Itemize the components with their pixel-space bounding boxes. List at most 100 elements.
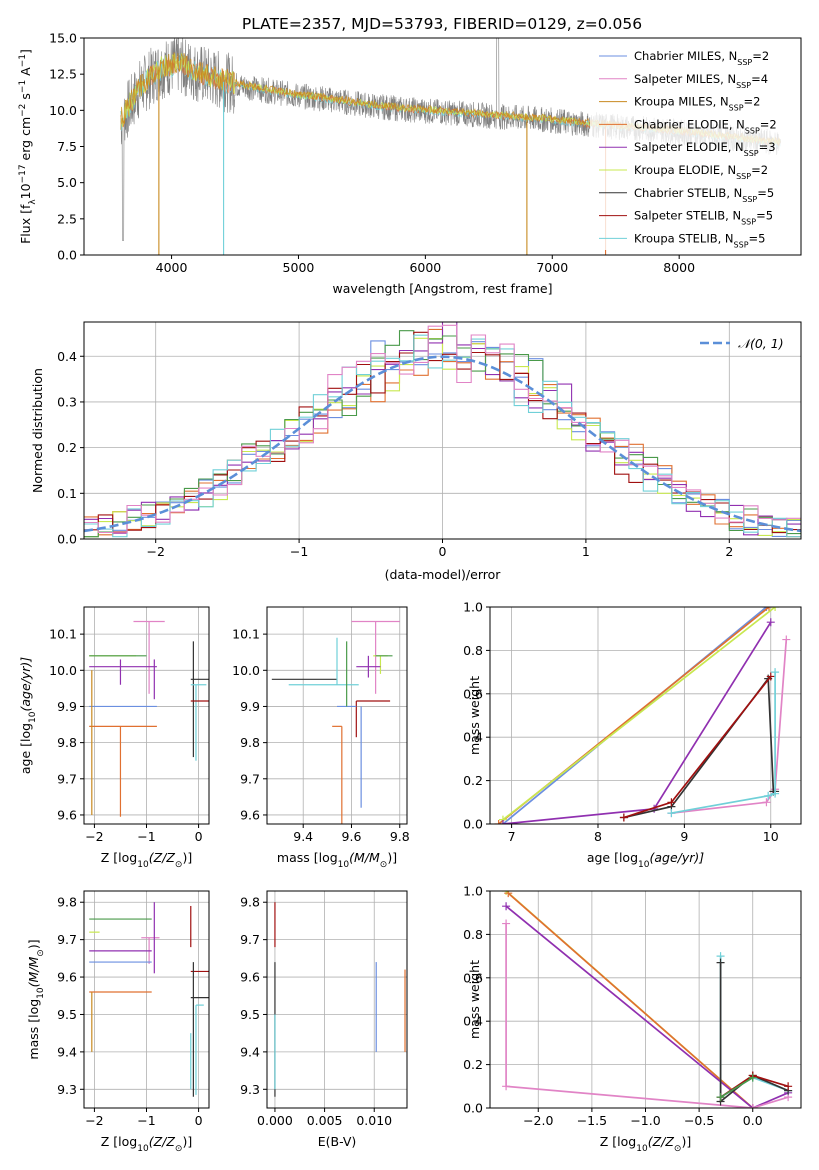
panels: 4000 5000 6000 7000 80000.02.55.07.510.012.5… [18,31,802,1154]
y-tick-label: 1.0 [463,600,483,615]
y-tick-label: 0.0 [463,817,483,832]
plot-area [274,902,406,1097]
x-tick-label: 9 [680,829,688,844]
y-tick-label: 0.2 [57,440,77,455]
y-tick-label: 0.8 [463,927,483,942]
y-axis-label-part: s [18,93,33,104]
x-axis-label-part: 10 [636,1144,648,1154]
x-axis-label-part: Z [log [101,1134,137,1149]
y-axis-label: Flux [fλ10−17 erg cm−2 s−1 A−1] [18,49,38,244]
panel-age_vs_mass: 9.4 9.6 9.8 9.6 9.7 9.8 9.9 10.0 10.1 mass [log10… [232,606,410,870]
x-axis-label: age [log10(age/yr)] [587,850,704,870]
weight-marker-salpeter_miles [502,1082,511,1091]
weight-marker-kroupa_elodie [771,607,780,611]
x-tick-label: 6000 [409,260,441,275]
y-axis-label-part: ] [18,49,33,54]
y-axis-label-part: −1 [18,80,28,93]
weight-line-salpeter_miles [671,639,788,814]
weight-marker-salpeter_elodie [502,902,511,911]
weight-line-salpeter_elodie [505,905,789,1108]
weight-marker-chabrier_elodie [504,891,513,898]
weight-line-salpeter_stelib [623,675,772,819]
legend-sub: SSP [736,172,751,181]
y-tick-label: 5.0 [57,175,77,190]
y-tick-label: 1.0 [463,884,483,899]
y-tick-label: 9.3 [240,1082,260,1097]
x-axis-label-part: 10 [137,1144,149,1154]
legend-tail: =5 [757,186,774,200]
plot-area [502,891,793,1108]
x-tick-label: −2 [146,544,164,559]
y-tick-label: 10.1 [232,627,260,642]
x-tick-label: 5000 [283,260,315,275]
y-tick-label: 12.5 [49,67,77,82]
y-axis-label-part: Flux [f [18,204,33,244]
legend-entry: Chabrier ELODIE, NSSP=2 [634,117,777,135]
y-tick-label: 15.0 [49,31,77,46]
legend-tail: =4 [751,72,768,86]
x-tick-label: 0.010 [356,1113,392,1128]
legend-entry: Chabrier MILES, NSSP=2 [634,49,769,67]
legend-tail: =2 [751,163,768,177]
x-axis-label-part: )] [182,1134,192,1149]
weight-line-green [720,1076,754,1098]
y-tick-label: 9.7 [57,932,77,947]
x-axis-label-part: ⊙ [175,860,183,870]
x-axis-label: Z [log10(Z/Z⊙)] [101,850,192,870]
x-tick-label: 9.6 [342,829,362,844]
legend-entry: Kroupa ELODIE, NSSP=2 [634,163,768,181]
y-axis-label: mass weight [467,960,482,1039]
legend-sub: SSP [729,103,744,112]
x-tick-label: −1.5 [577,1113,607,1128]
y-axis-label: mass [log10(M/M⊙)] [26,939,46,1059]
y-axis-label-part: ⊙ [36,949,46,957]
y-tick-label: 0.8 [463,643,483,658]
x-axis-label-part: Z [log [101,850,137,865]
legend-tail: =5 [756,209,773,223]
weight-marker-salpeter_stelib [619,813,628,822]
x-axis-label: wavelength [Angstrom, rest frame] [332,281,552,296]
x-tick-label: 8 [594,829,602,844]
legend-entry: Salpeter STELIB, NSSP=5 [634,209,773,227]
plot-area [494,607,791,824]
y-axis-label-part: )] [26,939,41,949]
panel-mass_vs_Z: −2 −1 09.39.49.59.69.79.8Z [log10(Z/Z⊙)]ma… [26,890,210,1154]
legend-name: Chabrier STELIB, N [634,186,742,200]
legend-sub: SSP [736,80,751,89]
weight-line-salpeter_elodie [502,621,772,824]
panel-mass_weight_vs_Z: −2.0 −1.5 −1.0 −0.5 0.0 0.0 0.2 0.4 0.6 0.8 1.0 Z [… [463,884,802,1154]
x-axis-label-part: 10 [338,860,350,870]
weight-marker-salpeter_elodie [498,820,507,824]
y-axis-label-part: −2 [18,104,28,117]
x-tick-label: 0 [195,829,203,844]
y-tick-label: 10.1 [49,627,77,642]
plot-area [271,620,400,824]
weight-line-chabrier_stelib [719,962,789,1104]
y-tick-label: 0.1 [57,486,77,501]
normal-curve [84,355,801,533]
x-tick-label: 7 [508,829,516,844]
weight-marker-salpeter_miles [502,919,511,928]
y-tick-label: 0.4 [57,349,77,364]
y-tick-label: 2.5 [57,211,77,226]
weight-line-salpeter_miles [505,923,789,1108]
x-axis-label-part: Z [log [600,1134,636,1149]
y-tick-label: 9.8 [57,735,77,750]
legend-tail: =5 [749,231,766,245]
weight-marker-chabrier_stelib [716,958,725,967]
legend-name: Salpeter MILES, N [634,72,736,86]
x-tick-label: −1 [137,829,155,844]
legend-sub: SSP [737,58,752,67]
plot-area [89,902,209,1097]
y-tick-label: 9.9 [57,699,77,714]
x-tick-label: 0 [439,544,447,559]
x-axis-label-part: (Z/Z [149,850,176,865]
x-tick-label: 4000 [156,260,188,275]
weight-marker-kroupa_stelib [771,789,780,798]
x-axis-label-part: ⊙ [674,1144,682,1154]
y-tick-label: 9.6 [57,807,77,822]
y-tick-label: 10.0 [232,663,260,678]
weight-line-chabrier_elodie [507,892,754,1108]
y-tick-label: 10.0 [49,663,77,678]
x-tick-label: 7000 [536,260,568,275]
